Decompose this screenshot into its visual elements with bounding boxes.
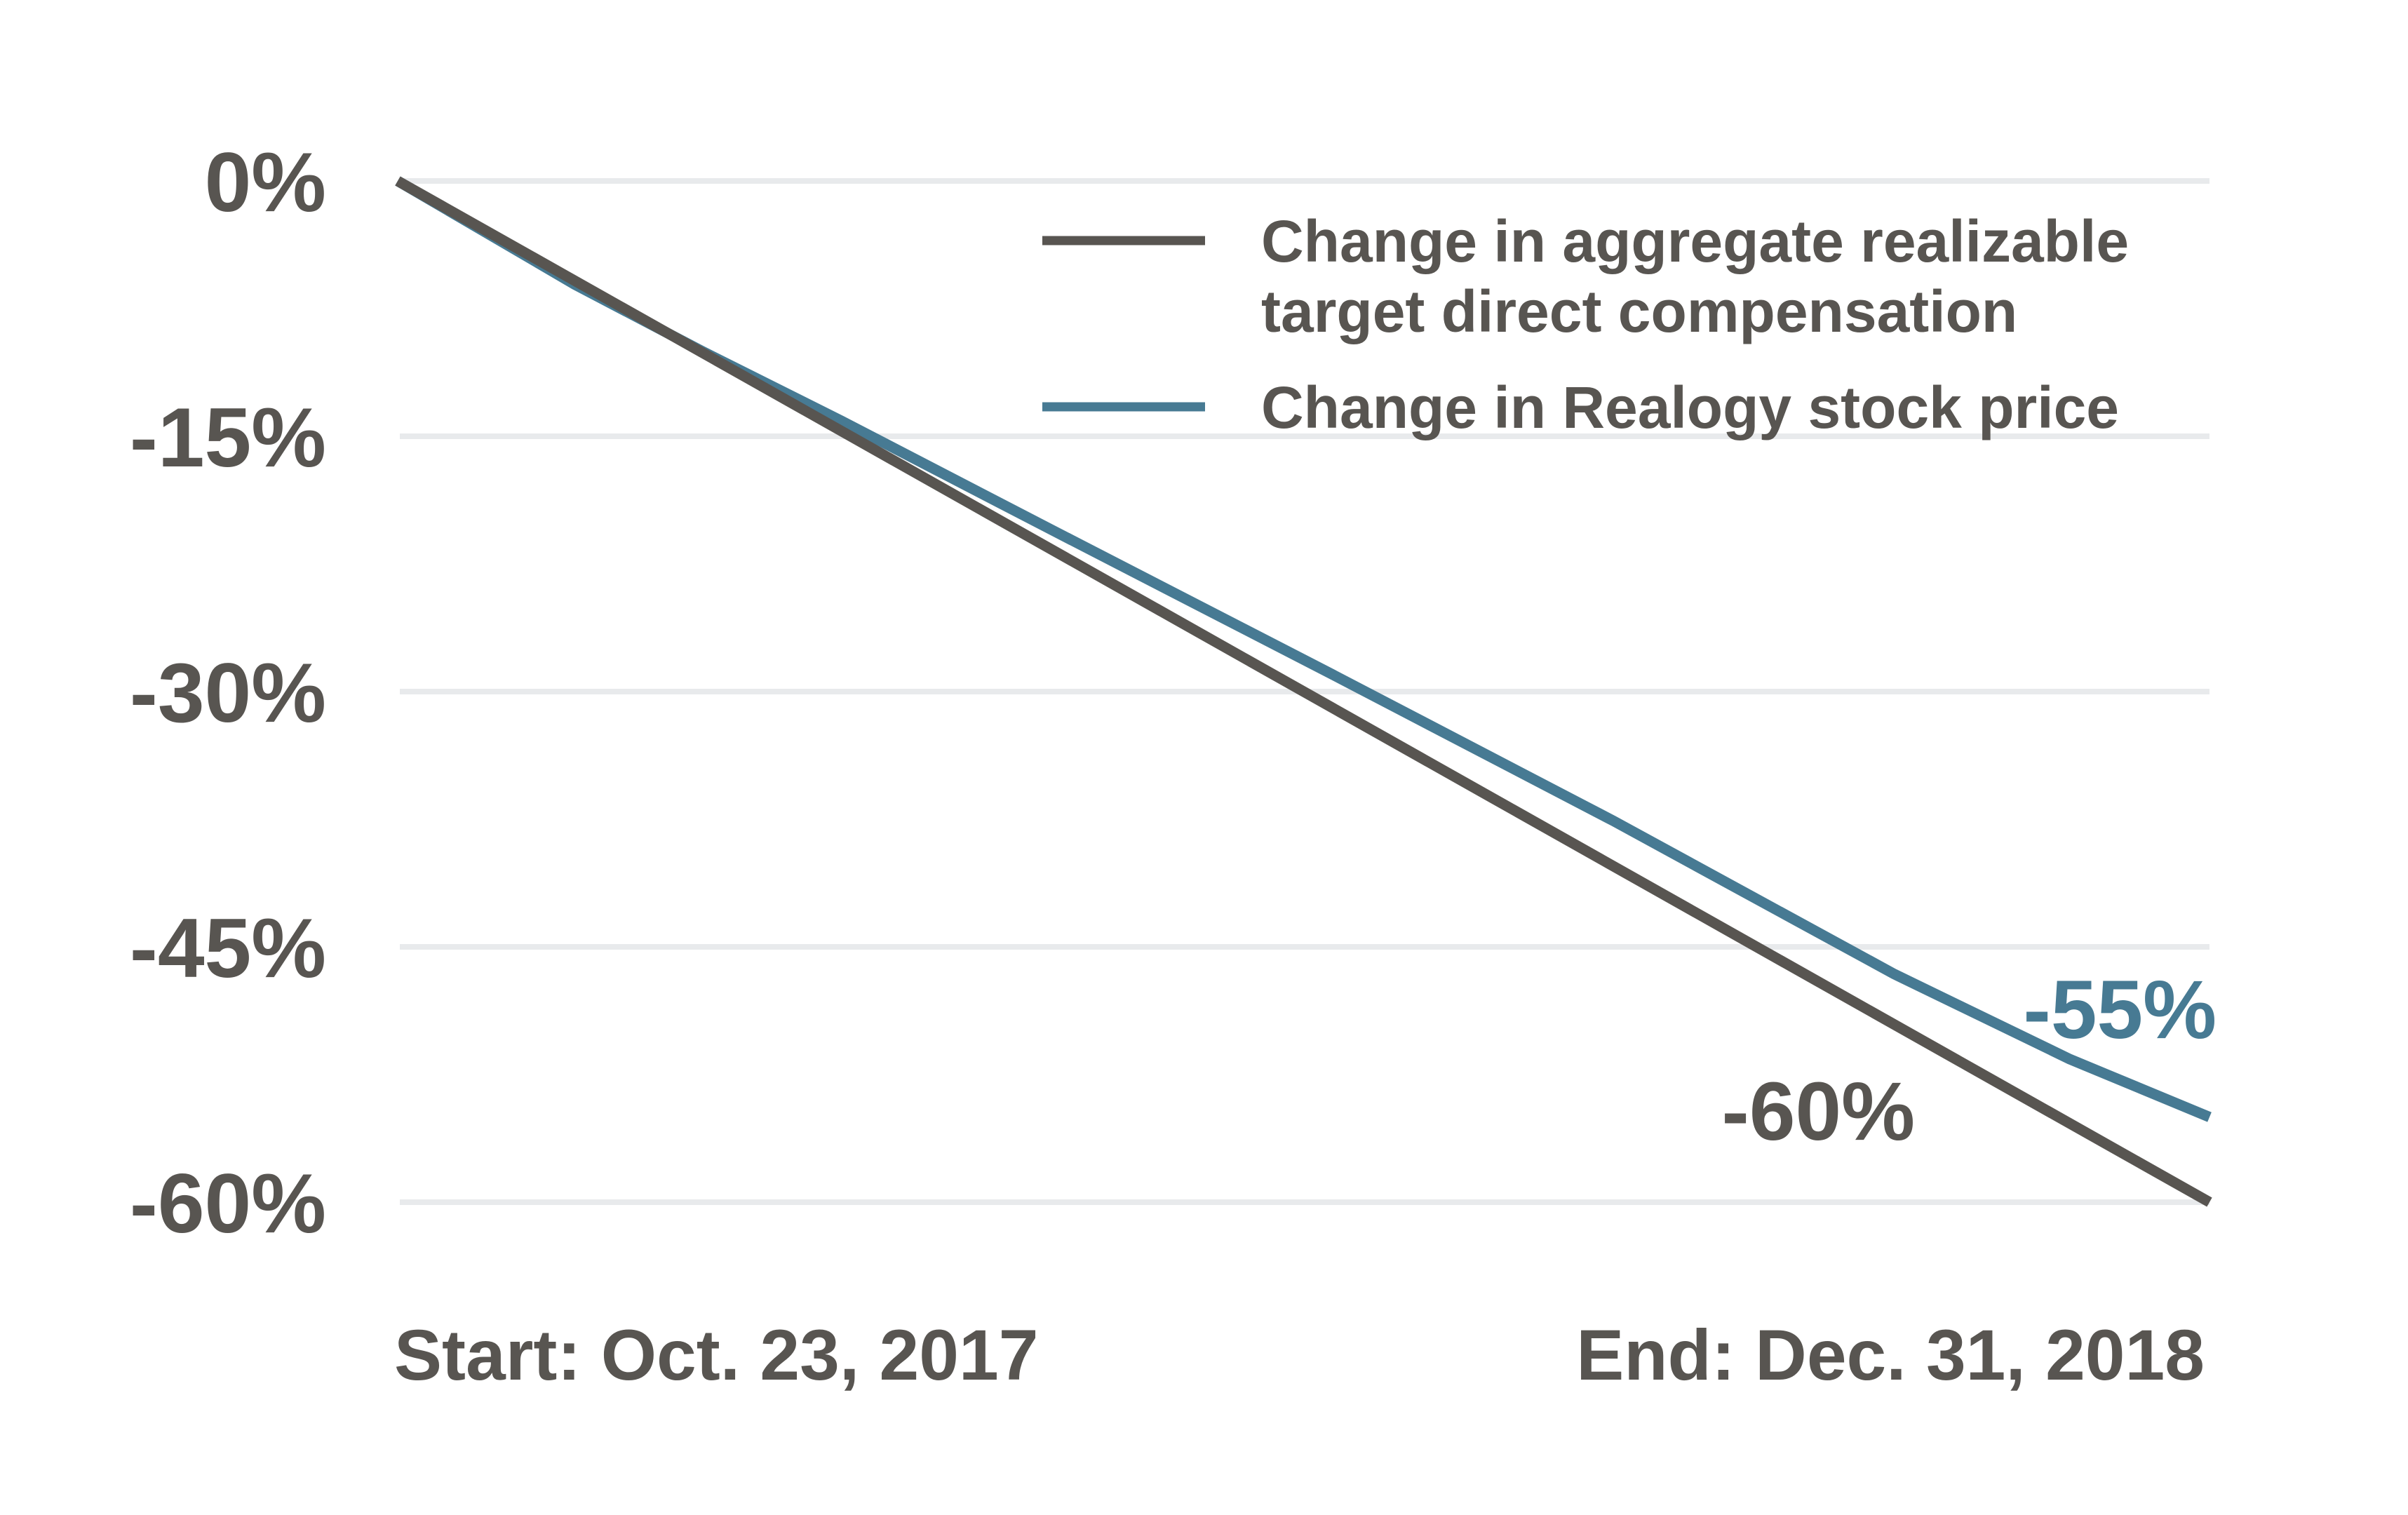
data-label-compensation-end: -60% [1722, 1065, 1915, 1158]
series-lines [395, 176, 2212, 1207]
legend-label-compensation-line2: target direct compensation [1261, 278, 2017, 344]
x-axis-start-label: Start: Oct. 23, 2017 [394, 1315, 1038, 1395]
legend-label-stock-price: Change in Realogy stock price [1261, 375, 2119, 440]
y-tick-label-0%: 0% [205, 135, 326, 229]
y-tick-label--45%: -45% [130, 901, 326, 995]
x-axis-end-label: End: Dec. 31, 2018 [1576, 1315, 2205, 1395]
y-tick-label--30%: -30% [130, 646, 326, 740]
y-axis-tick-labels: 0% -15% -30% -45% -60% [130, 135, 326, 1251]
legend: Change in aggregate realizable target di… [1042, 208, 2129, 440]
data-labels: -55% -60% [1722, 964, 2217, 1158]
series-line-compensation [395, 176, 2212, 1207]
x-axis-labels: Start: Oct. 23, 2017 End: Dec. 31, 2018 [394, 1315, 2205, 1395]
legend-label-compensation-line1: Change in aggregate realizable [1261, 208, 2129, 274]
y-tick-label--60%: -60% [130, 1157, 326, 1251]
y-tick-label--15%: -15% [130, 391, 326, 485]
data-label-stock-price-end: -55% [2024, 964, 2217, 1056]
